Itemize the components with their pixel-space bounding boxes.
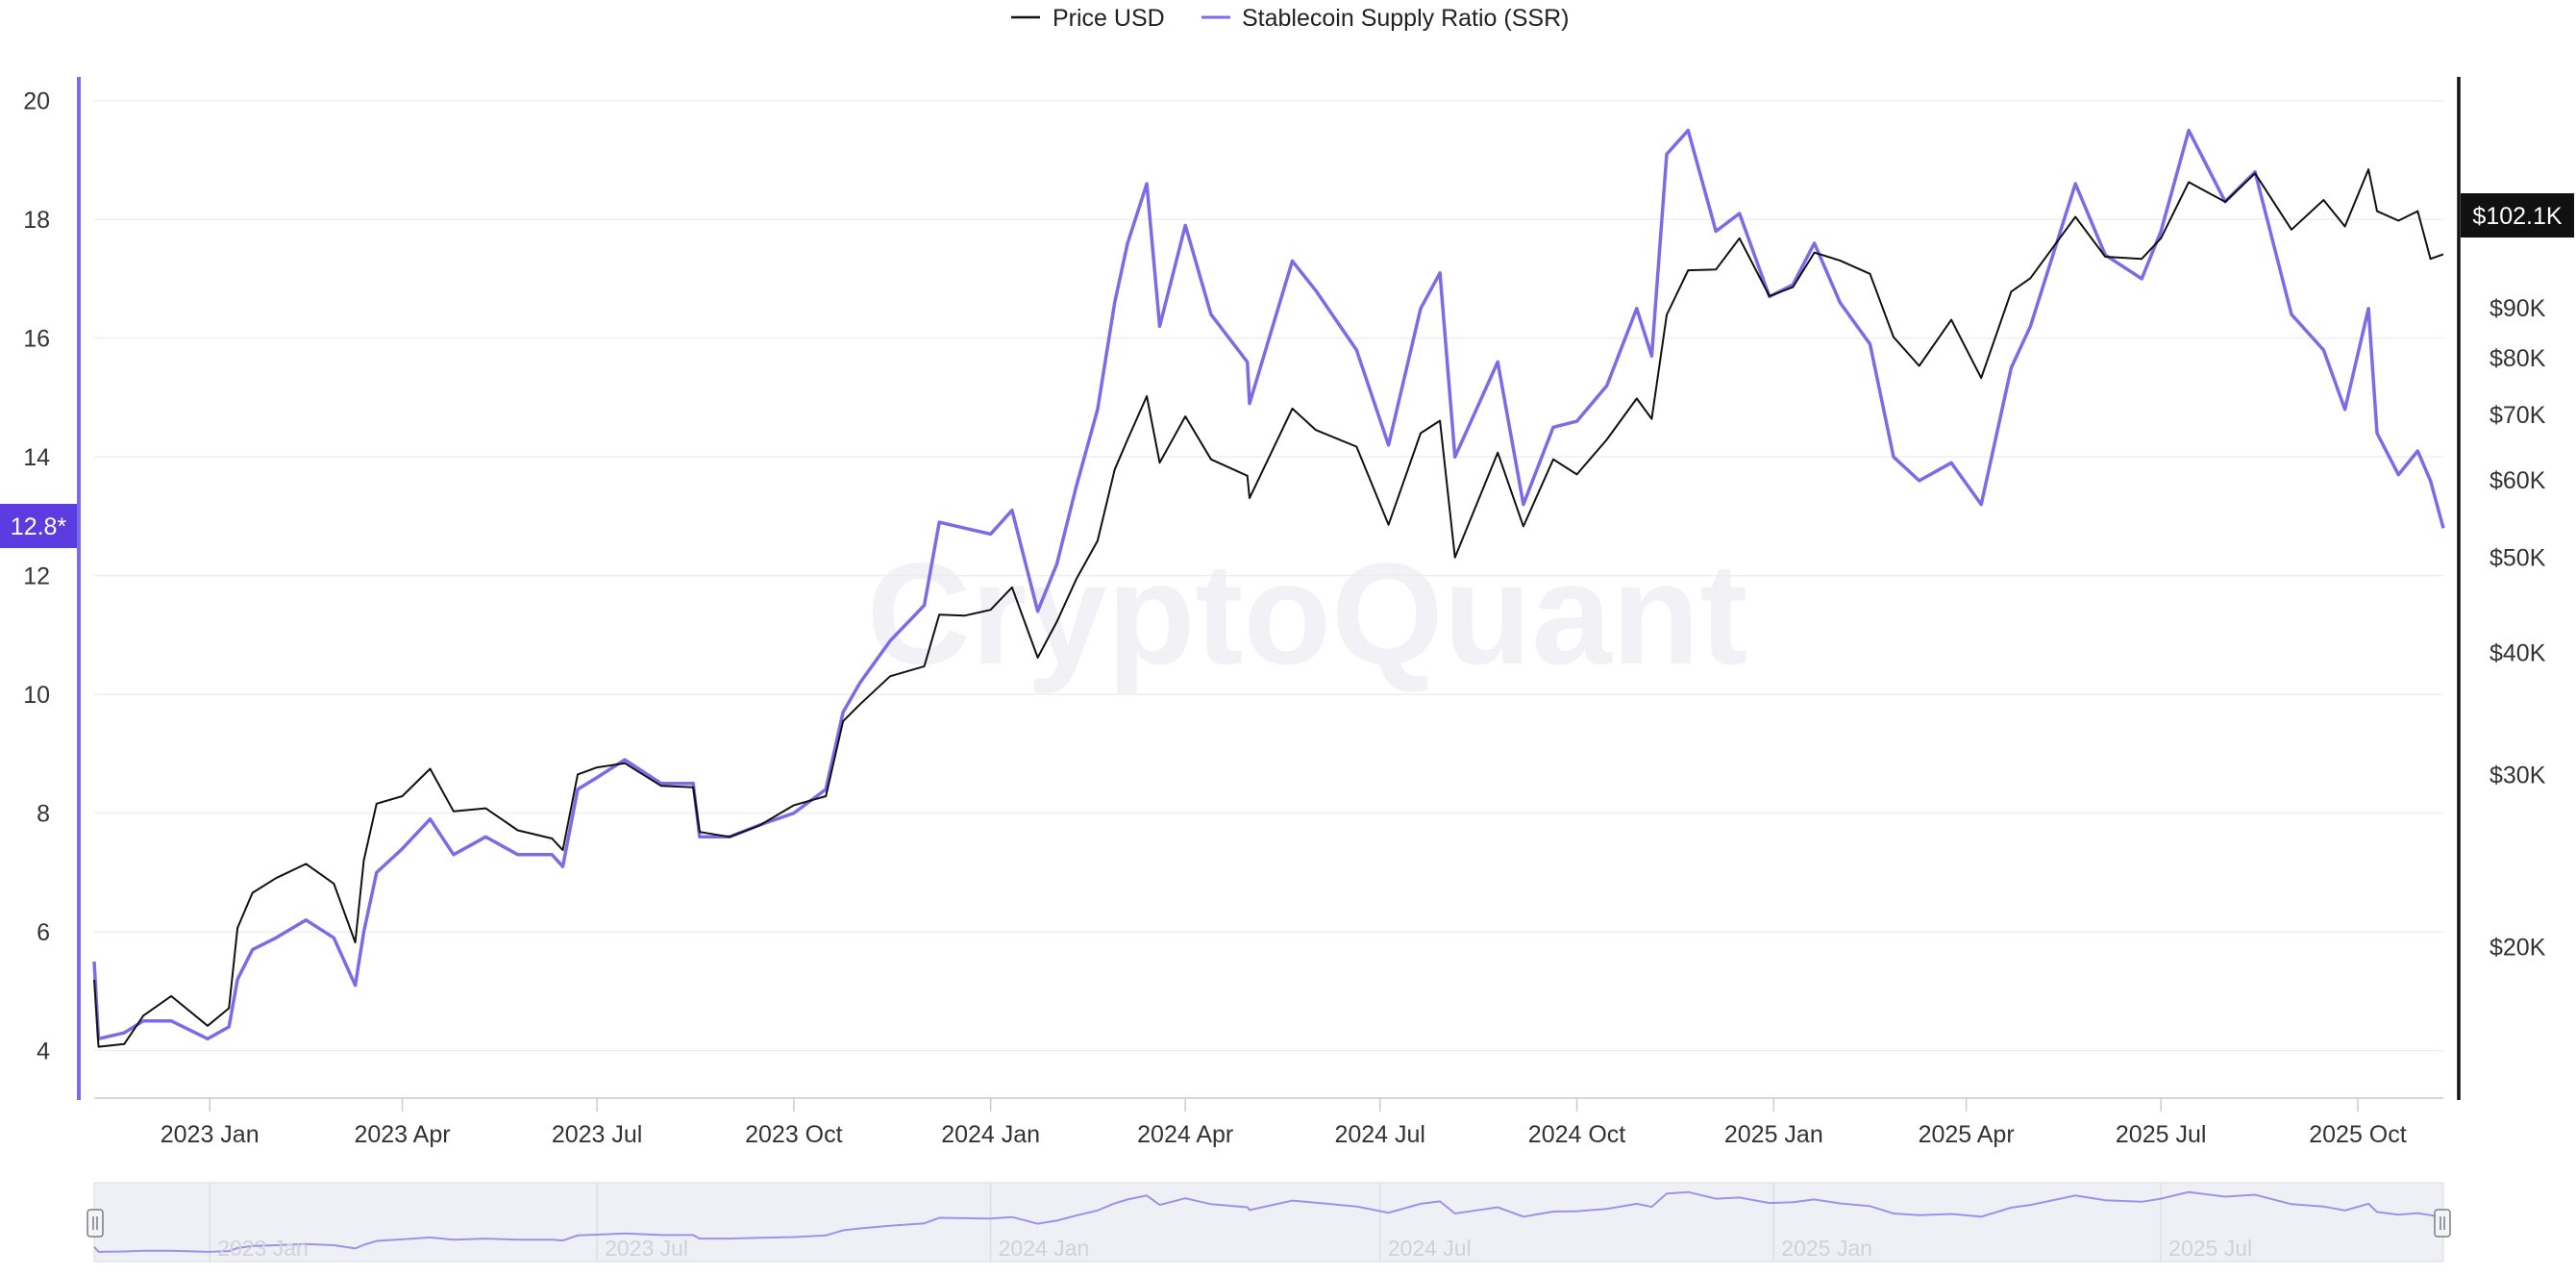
navigator-series-ssr: [93, 1190, 2444, 1253]
current-ssr-badge: [0, 504, 77, 548]
x-axis-tick-label: 2024 Jul: [1334, 1121, 1425, 1148]
x-axis-tick-label: 2024 Apr: [1137, 1121, 1233, 1148]
x-axis-tick-label: 2025 Oct: [2309, 1121, 2407, 1148]
left-axis-tick-label: 4: [37, 1038, 50, 1065]
navigator-label: 2024 Jan: [999, 1236, 1090, 1261]
range-navigator[interactable]: 2023 Jan 2023 Jul 2024 Jan 2024 Jul 2025 Jan…: [87, 1182, 2451, 1263]
x-axis-tick-label: 2023 Apr: [354, 1121, 450, 1148]
series-lines: [92, 128, 2445, 1048]
watermark: CryptoQuant: [867, 533, 1748, 694]
x-axis-tick-label: 2024 Jan: [941, 1121, 1040, 1148]
left-axis-tick-label: 18: [23, 207, 50, 234]
right-axis-tick-label: $20K: [2489, 934, 2546, 961]
navigator-label: 2025 Jul: [2168, 1236, 2252, 1261]
left-axis-tick-label: 8: [37, 801, 50, 828]
navigator-label: 2023 Jan: [217, 1236, 309, 1261]
legend[interactable]: Price USD Stablecoin Supply Ratio (SSR): [1011, 5, 1569, 32]
right-axis-tick-label: $50K: [2489, 545, 2546, 572]
left-axis: 4 6 8 10 12 14 16 18 20: [23, 77, 81, 1100]
legend-item-price[interactable]: Price USD: [1011, 5, 1165, 32]
x-axis-tick-label: 2023 Jul: [552, 1121, 643, 1148]
series-line-price: [93, 168, 2444, 1048]
navigator-label: 2024 Jul: [1388, 1236, 1472, 1261]
left-axis-tick-label: 20: [23, 88, 50, 115]
right-axis-tick-label: $40K: [2489, 639, 2546, 666]
right-axis-tick-label: $90K: [2489, 295, 2546, 322]
x-axis-tick-label: 2023 Jan: [161, 1121, 260, 1148]
navigator-handle-left[interactable]: [87, 1209, 104, 1238]
legend-label-price: Price USD: [1053, 5, 1165, 32]
right-axis-tick-label: $70K: [2489, 402, 2546, 429]
right-axis-tick-label: $30K: [2489, 762, 2546, 788]
left-axis-tick-label: 6: [37, 919, 50, 946]
navigator-label: 2025 Jan: [1781, 1236, 1872, 1261]
left-axis-tick-label: 12: [23, 563, 50, 590]
navigator-grid: [209, 1183, 2162, 1262]
current-value-badges: 12.8* $102.1K: [0, 193, 2574, 548]
x-axis-tick-label: 2023 Oct: [745, 1121, 843, 1148]
series-line-ssr: [92, 128, 2445, 1041]
x-axis: 2023 Jan 2023 Apr 2023 Jul 2023 Oct 2024 Jan…: [94, 1097, 2443, 1148]
navigator-series: [93, 1190, 2444, 1253]
current-price-badge: [2461, 193, 2574, 238]
current-price-label: $102.1K: [2472, 203, 2562, 230]
legend-label-ssr: Stablecoin Supply Ratio (SSR): [1242, 5, 1569, 32]
navigator-label: 2023 Jul: [605, 1236, 688, 1261]
left-axis-tick-label: 10: [23, 682, 50, 709]
navigator-background: [93, 1182, 2444, 1263]
right-axis: $20K $30K $40K $50K $60K $70K $80K $90K: [2457, 77, 2546, 1100]
legend-item-ssr[interactable]: Stablecoin Supply Ratio (SSR): [1201, 5, 1569, 32]
navigator-handle-right[interactable]: [2434, 1209, 2451, 1238]
navigator-labels: 2023 Jan 2023 Jul 2024 Jan 2024 Jul 2025 Jan…: [217, 1236, 2252, 1261]
x-axis-tick-label: 2025 Apr: [1919, 1121, 2015, 1148]
x-axis-tick-label: 2025 Jul: [2116, 1121, 2207, 1148]
x-axis-tick-label: 2025 Jan: [1724, 1121, 1823, 1148]
left-axis-tick-label: 14: [23, 444, 50, 471]
right-axis-tick-label: $80K: [2489, 345, 2546, 372]
x-axis-tick-label: 2024 Oct: [1528, 1121, 1626, 1148]
right-axis-tick-label: $60K: [2489, 467, 2546, 494]
current-ssr-label: 12.8*: [11, 513, 67, 540]
left-axis-tick-label: 16: [23, 326, 50, 353]
